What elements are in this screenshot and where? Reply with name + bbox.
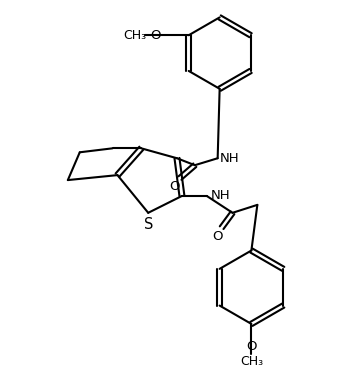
Text: O: O: [150, 29, 161, 42]
Text: NH: NH: [211, 189, 230, 203]
Text: O: O: [246, 340, 257, 353]
Text: S: S: [144, 217, 153, 232]
Text: CH₃: CH₃: [124, 29, 147, 42]
Text: NH: NH: [220, 152, 239, 165]
Text: O: O: [170, 180, 180, 192]
Text: O: O: [212, 230, 223, 243]
Text: CH₃: CH₃: [240, 355, 263, 368]
